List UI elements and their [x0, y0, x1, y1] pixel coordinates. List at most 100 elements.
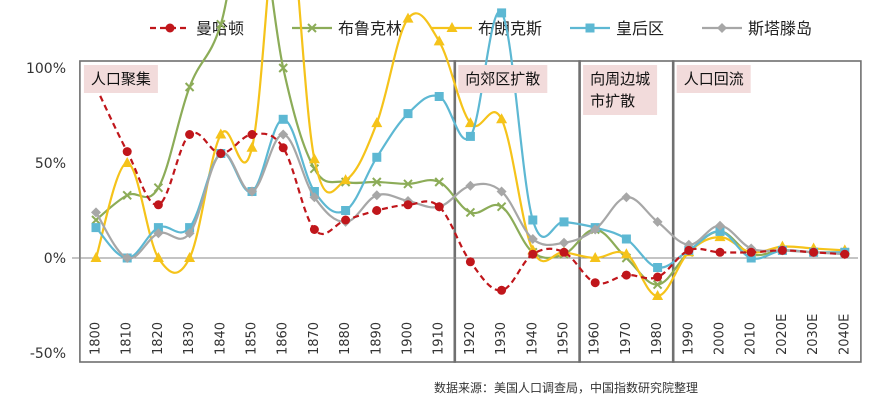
y-tick-label: 0% [44, 251, 66, 267]
data-point [184, 252, 196, 262]
x-tick-label: 1890 [369, 322, 384, 355]
legend-item: 布朗克斯 [432, 19, 542, 38]
data-point [715, 220, 725, 231]
x-tick-label: 2010 [744, 322, 759, 355]
legend-item: 曼哈顿 [150, 19, 244, 38]
x-tick-label: 1830 [182, 322, 197, 355]
data-point [340, 174, 352, 185]
data-point [528, 215, 538, 225]
y-axis: -50%0%50%100%150%200%250% [26, 61, 66, 362]
data-point [465, 207, 476, 218]
y-tick-label: 100% [26, 61, 66, 77]
data-point [153, 182, 164, 193]
x-tick-label: 1960 [588, 322, 603, 355]
data-point [153, 223, 163, 233]
data-point [715, 247, 725, 257]
data-point [590, 278, 600, 288]
period-label: 向周边城 [590, 70, 650, 88]
data-point [403, 200, 413, 210]
legend-marker [446, 22, 458, 32]
data-point [91, 207, 101, 218]
series-2 [90, 0, 851, 300]
data-point [652, 279, 663, 290]
legend-marker [717, 23, 727, 33]
data-point [372, 152, 382, 162]
data-point [185, 223, 195, 233]
data-point [216, 19, 226, 30]
period-panel [453, 60, 581, 363]
data-point [371, 117, 383, 128]
data-point [653, 272, 663, 282]
data-point [309, 192, 320, 203]
legend-item: 皇后区 [570, 19, 664, 38]
period-label-box [583, 65, 658, 115]
x-tick-label: 1860 [276, 322, 291, 355]
x-tick-label: 1800 [89, 322, 104, 355]
legend-marker [307, 23, 317, 33]
series-lines [90, 0, 851, 300]
period-label: 市扩散 [590, 92, 635, 110]
data-point [621, 270, 631, 280]
data-point [152, 252, 164, 262]
series-0 [91, 82, 850, 295]
data-point [403, 109, 413, 119]
data-point [465, 257, 475, 267]
data-point [528, 249, 538, 259]
data-point [559, 237, 569, 248]
data-point [122, 147, 132, 157]
x-tick-label: 1930 [494, 322, 509, 355]
data-point [247, 186, 257, 197]
source-note: 数据来源：美国人口调查局，中国指数研究院整理 [434, 381, 699, 395]
x-tick-label: 1920 [463, 322, 478, 355]
data-point [90, 252, 102, 262]
data-point [309, 187, 319, 196]
data-point [589, 252, 601, 262]
data-point [527, 234, 538, 244]
data-point [559, 217, 569, 227]
period-label: 人口回流 [684, 70, 744, 88]
period-label-box [676, 65, 751, 93]
x-tick-label: 1990 [681, 322, 696, 355]
data-point [497, 8, 507, 18]
legend-item: 斯塔滕岛 [702, 19, 812, 38]
period-panel [671, 60, 862, 363]
data-point [122, 253, 133, 263]
legend: 曼哈顿 布鲁克林 布朗克斯 皇后区 斯塔滕岛 [150, 19, 812, 38]
data-point [746, 247, 756, 257]
series-line [95, 86, 845, 292]
data-point [184, 82, 195, 92]
period-label: 人口聚集 [91, 70, 151, 88]
data-point [433, 35, 445, 46]
data-point [216, 149, 226, 158]
data-point [465, 180, 476, 191]
data-point [372, 177, 382, 187]
data-point [372, 206, 382, 215]
data-point [559, 247, 569, 257]
period-label-box [83, 65, 158, 93]
data-point [402, 12, 414, 23]
x-tick-label: 1950 [557, 322, 572, 355]
x-tick-label: 1910 [432, 322, 447, 355]
data-point [621, 192, 632, 203]
period-panel [578, 60, 675, 363]
data-point [246, 141, 258, 152]
data-point [621, 234, 631, 244]
data-point [215, 128, 227, 139]
data-point [714, 231, 726, 242]
data-point [341, 206, 351, 215]
legend-marker [585, 23, 595, 33]
data-point [278, 129, 289, 140]
data-point [652, 290, 664, 300]
data-point [122, 190, 132, 201]
data-point [777, 245, 787, 255]
series-1 [91, 0, 850, 290]
y-tick-label: 50% [35, 156, 66, 172]
data-point [278, 63, 288, 73]
data-point [247, 130, 257, 139]
data-point [153, 228, 164, 239]
data-point [746, 253, 756, 263]
data-point [620, 248, 632, 259]
data-point [496, 186, 507, 197]
data-point [652, 216, 663, 227]
